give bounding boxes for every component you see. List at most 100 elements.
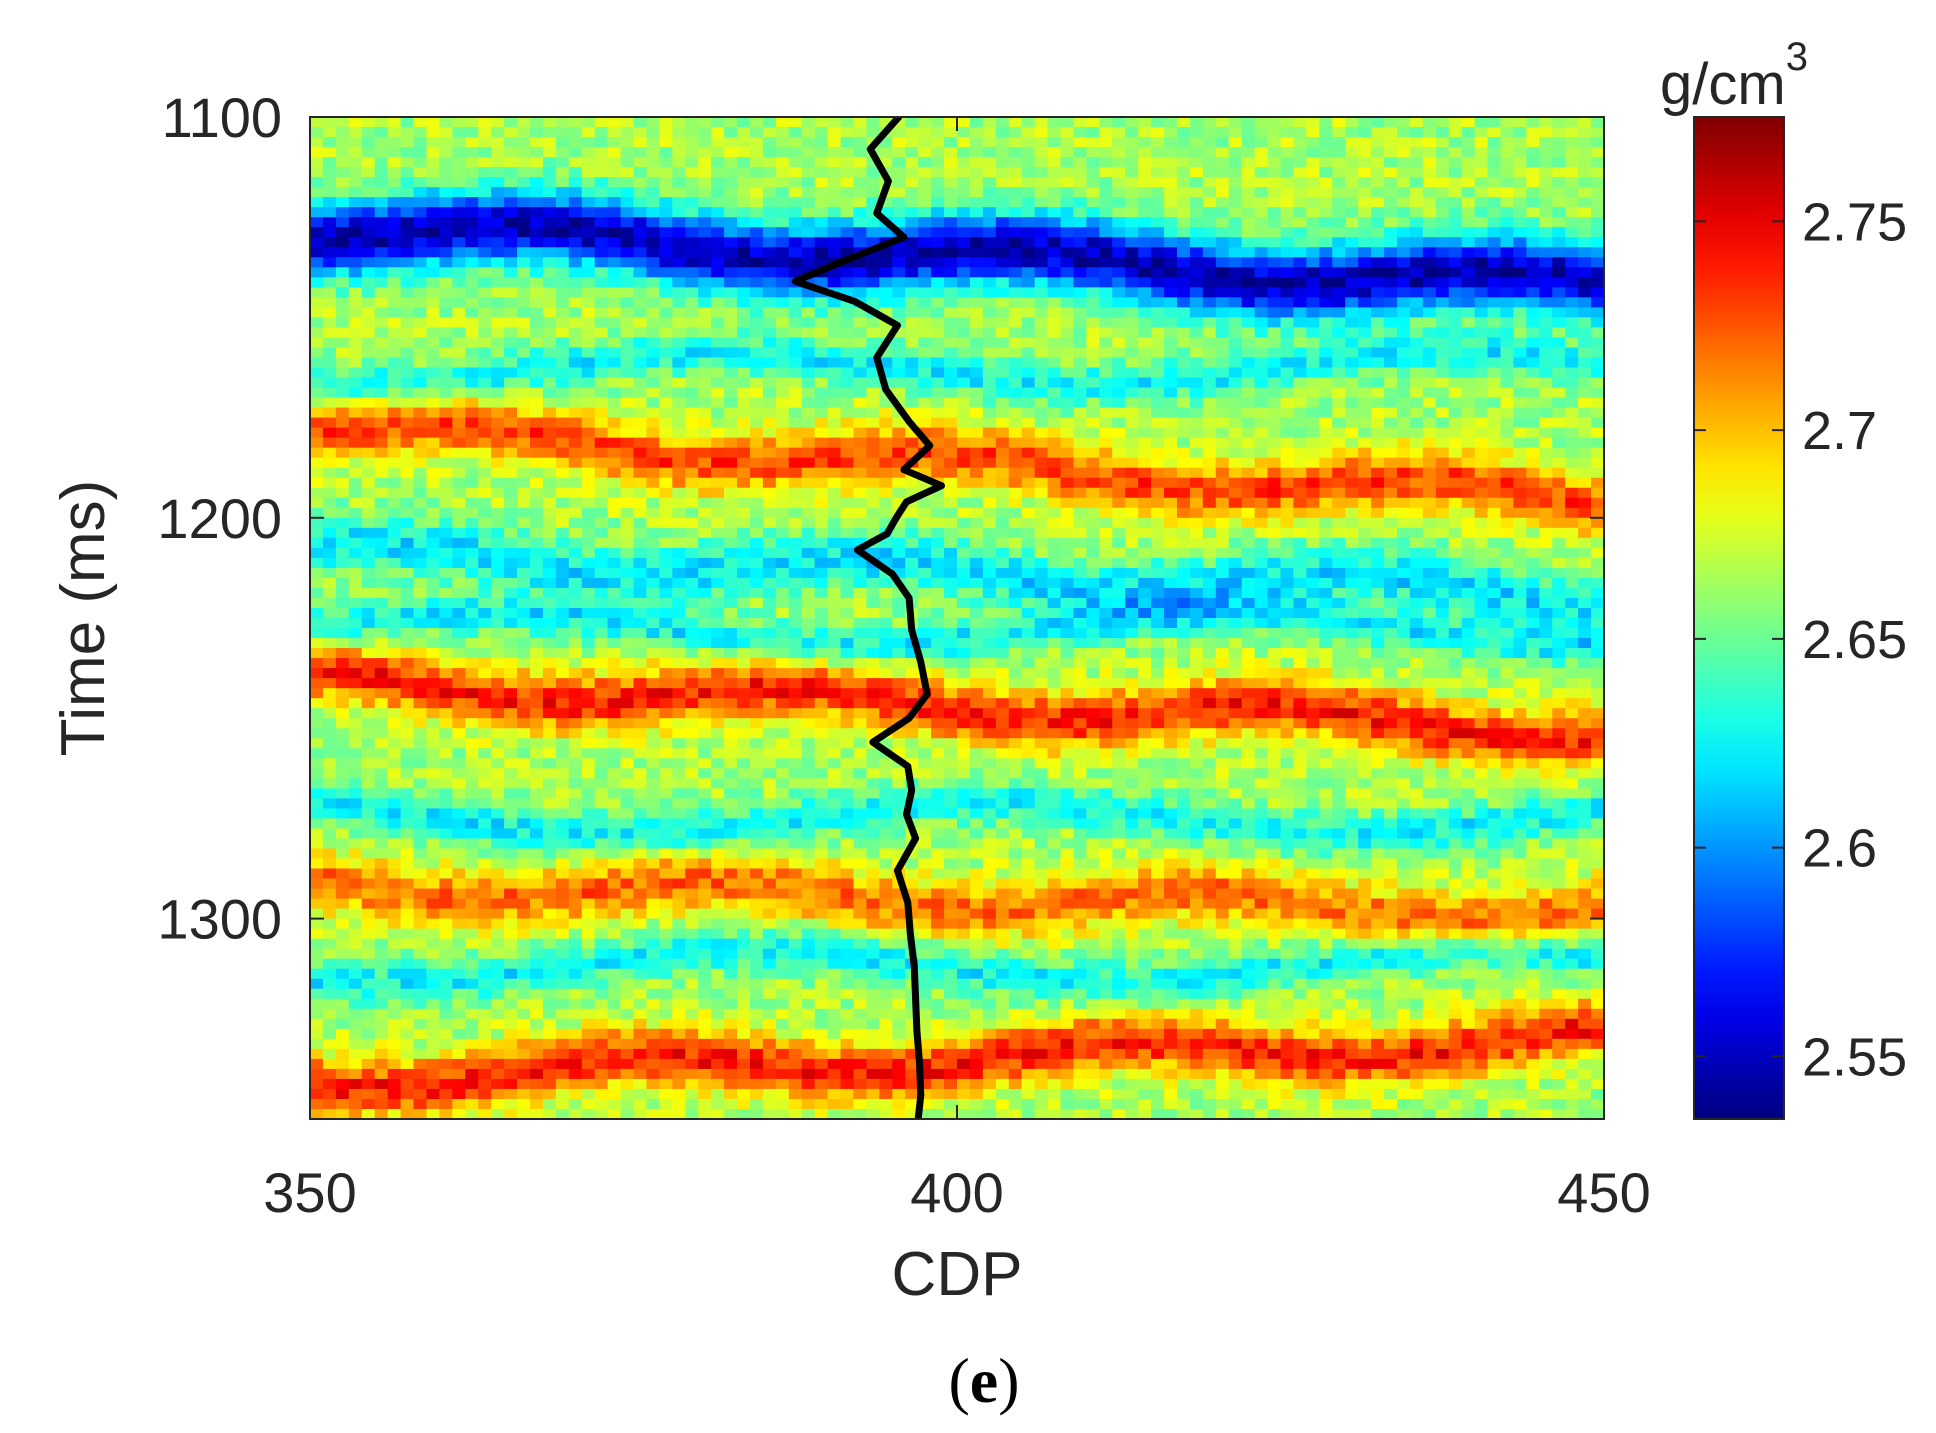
heatmap-cell (491, 1098, 505, 1110)
heatmap-cell (827, 447, 842, 459)
heatmap-cell (633, 567, 648, 579)
heatmap-cell (775, 577, 790, 589)
heatmap-cell (711, 427, 725, 439)
heatmap-cell (374, 187, 389, 198)
heatmap-cell (517, 207, 531, 218)
heatmap-cell (931, 718, 945, 729)
heatmap-cell (659, 487, 673, 499)
heatmap-cell (607, 978, 622, 990)
heatmap-cell (387, 197, 402, 208)
heatmap-cell (931, 177, 945, 188)
heatmap-cell (866, 958, 880, 970)
heatmap-cell (452, 1108, 466, 1119)
heatmap-cell (413, 247, 428, 258)
heatmap-cell (310, 888, 324, 900)
heatmap-cell (478, 337, 492, 349)
heatmap-cell (814, 848, 829, 860)
heatmap-cell (400, 808, 415, 819)
heatmap-cell (853, 567, 868, 579)
heatmap-cell (387, 958, 402, 970)
heatmap-cell (581, 798, 596, 809)
heatmap-cell (310, 217, 324, 228)
heatmap-cell (439, 557, 453, 569)
heatmap-cell (944, 658, 958, 669)
heatmap-cell (594, 447, 609, 459)
heatmap-cell (581, 678, 596, 689)
heatmap-cell (620, 317, 635, 329)
heatmap-cell (581, 327, 596, 339)
heatmap-cell (452, 1048, 466, 1060)
heatmap-cell (439, 517, 453, 529)
heatmap-cell (788, 998, 803, 1010)
heatmap-cell (866, 367, 880, 379)
heatmap-cell (310, 858, 324, 870)
heatmap-cell (465, 317, 479, 329)
heatmap-cell (905, 167, 919, 178)
heatmap-cell (529, 597, 544, 609)
heatmap-cell (348, 427, 363, 439)
heatmap-cell (840, 978, 855, 990)
heatmap-cell (542, 1098, 557, 1110)
heatmap-cell (853, 387, 868, 399)
heatmap-cell (555, 337, 570, 349)
heatmap-cell (387, 257, 402, 268)
heatmap-cell (413, 307, 428, 318)
heatmap-cell (879, 858, 893, 870)
heatmap-cell (322, 748, 337, 759)
heatmap-cell (788, 628, 803, 639)
heatmap-cell (724, 1108, 738, 1119)
heatmap-cell (672, 918, 686, 930)
heatmap-cell (555, 1078, 570, 1090)
heatmap-cell (801, 287, 816, 298)
heatmap-cell (594, 848, 609, 860)
heatmap-cell (685, 948, 699, 960)
heatmap-cell (594, 547, 609, 559)
heatmap-cell (646, 167, 660, 178)
heatmap-cell (698, 938, 712, 950)
heatmap-cell (646, 227, 660, 238)
heatmap-cell (685, 888, 699, 900)
heatmap-cell (814, 127, 829, 138)
heatmap-cell (491, 1018, 505, 1030)
heatmap-cell (892, 497, 906, 509)
heatmap-cell (504, 247, 518, 258)
heatmap-cell (775, 1098, 790, 1110)
heatmap-cell (465, 297, 479, 308)
heatmap-cell (478, 658, 492, 669)
heatmap-cell (348, 798, 363, 809)
heatmap-cell (905, 848, 919, 860)
heatmap-cell (944, 347, 958, 359)
heatmap-cell (918, 597, 932, 609)
heatmap-cell (452, 547, 466, 559)
heatmap-cell (685, 377, 699, 389)
heatmap-cell (555, 247, 570, 258)
heatmap-cell (529, 708, 544, 719)
heatmap-cell (840, 788, 855, 799)
heatmap-cell (491, 447, 505, 459)
heatmap-cell (762, 517, 777, 529)
heatmap-cell (452, 127, 466, 138)
heatmap-cell (918, 748, 932, 759)
heatmap-cell (775, 287, 790, 298)
heatmap-cell (853, 487, 868, 499)
heatmap-cell (892, 347, 906, 359)
heatmap-cell (322, 838, 337, 850)
heatmap-cell (749, 517, 764, 529)
heatmap-cell (594, 427, 609, 439)
heatmap-cell (478, 557, 492, 569)
heatmap-cell (452, 497, 466, 509)
heatmap-cell (504, 607, 518, 619)
heatmap-cell (491, 848, 505, 860)
heatmap-cell (737, 948, 751, 960)
heatmap-cell (853, 337, 868, 349)
heatmap-cell (426, 758, 440, 769)
heatmap-cell (801, 457, 816, 469)
heatmap-cell (775, 217, 790, 228)
heatmap-cell (685, 1098, 699, 1110)
heatmap-cell (814, 157, 829, 168)
heatmap-cell (827, 738, 842, 749)
heatmap-cell (672, 307, 686, 318)
heatmap-cell (866, 487, 880, 499)
heatmap-cell (762, 1028, 777, 1040)
